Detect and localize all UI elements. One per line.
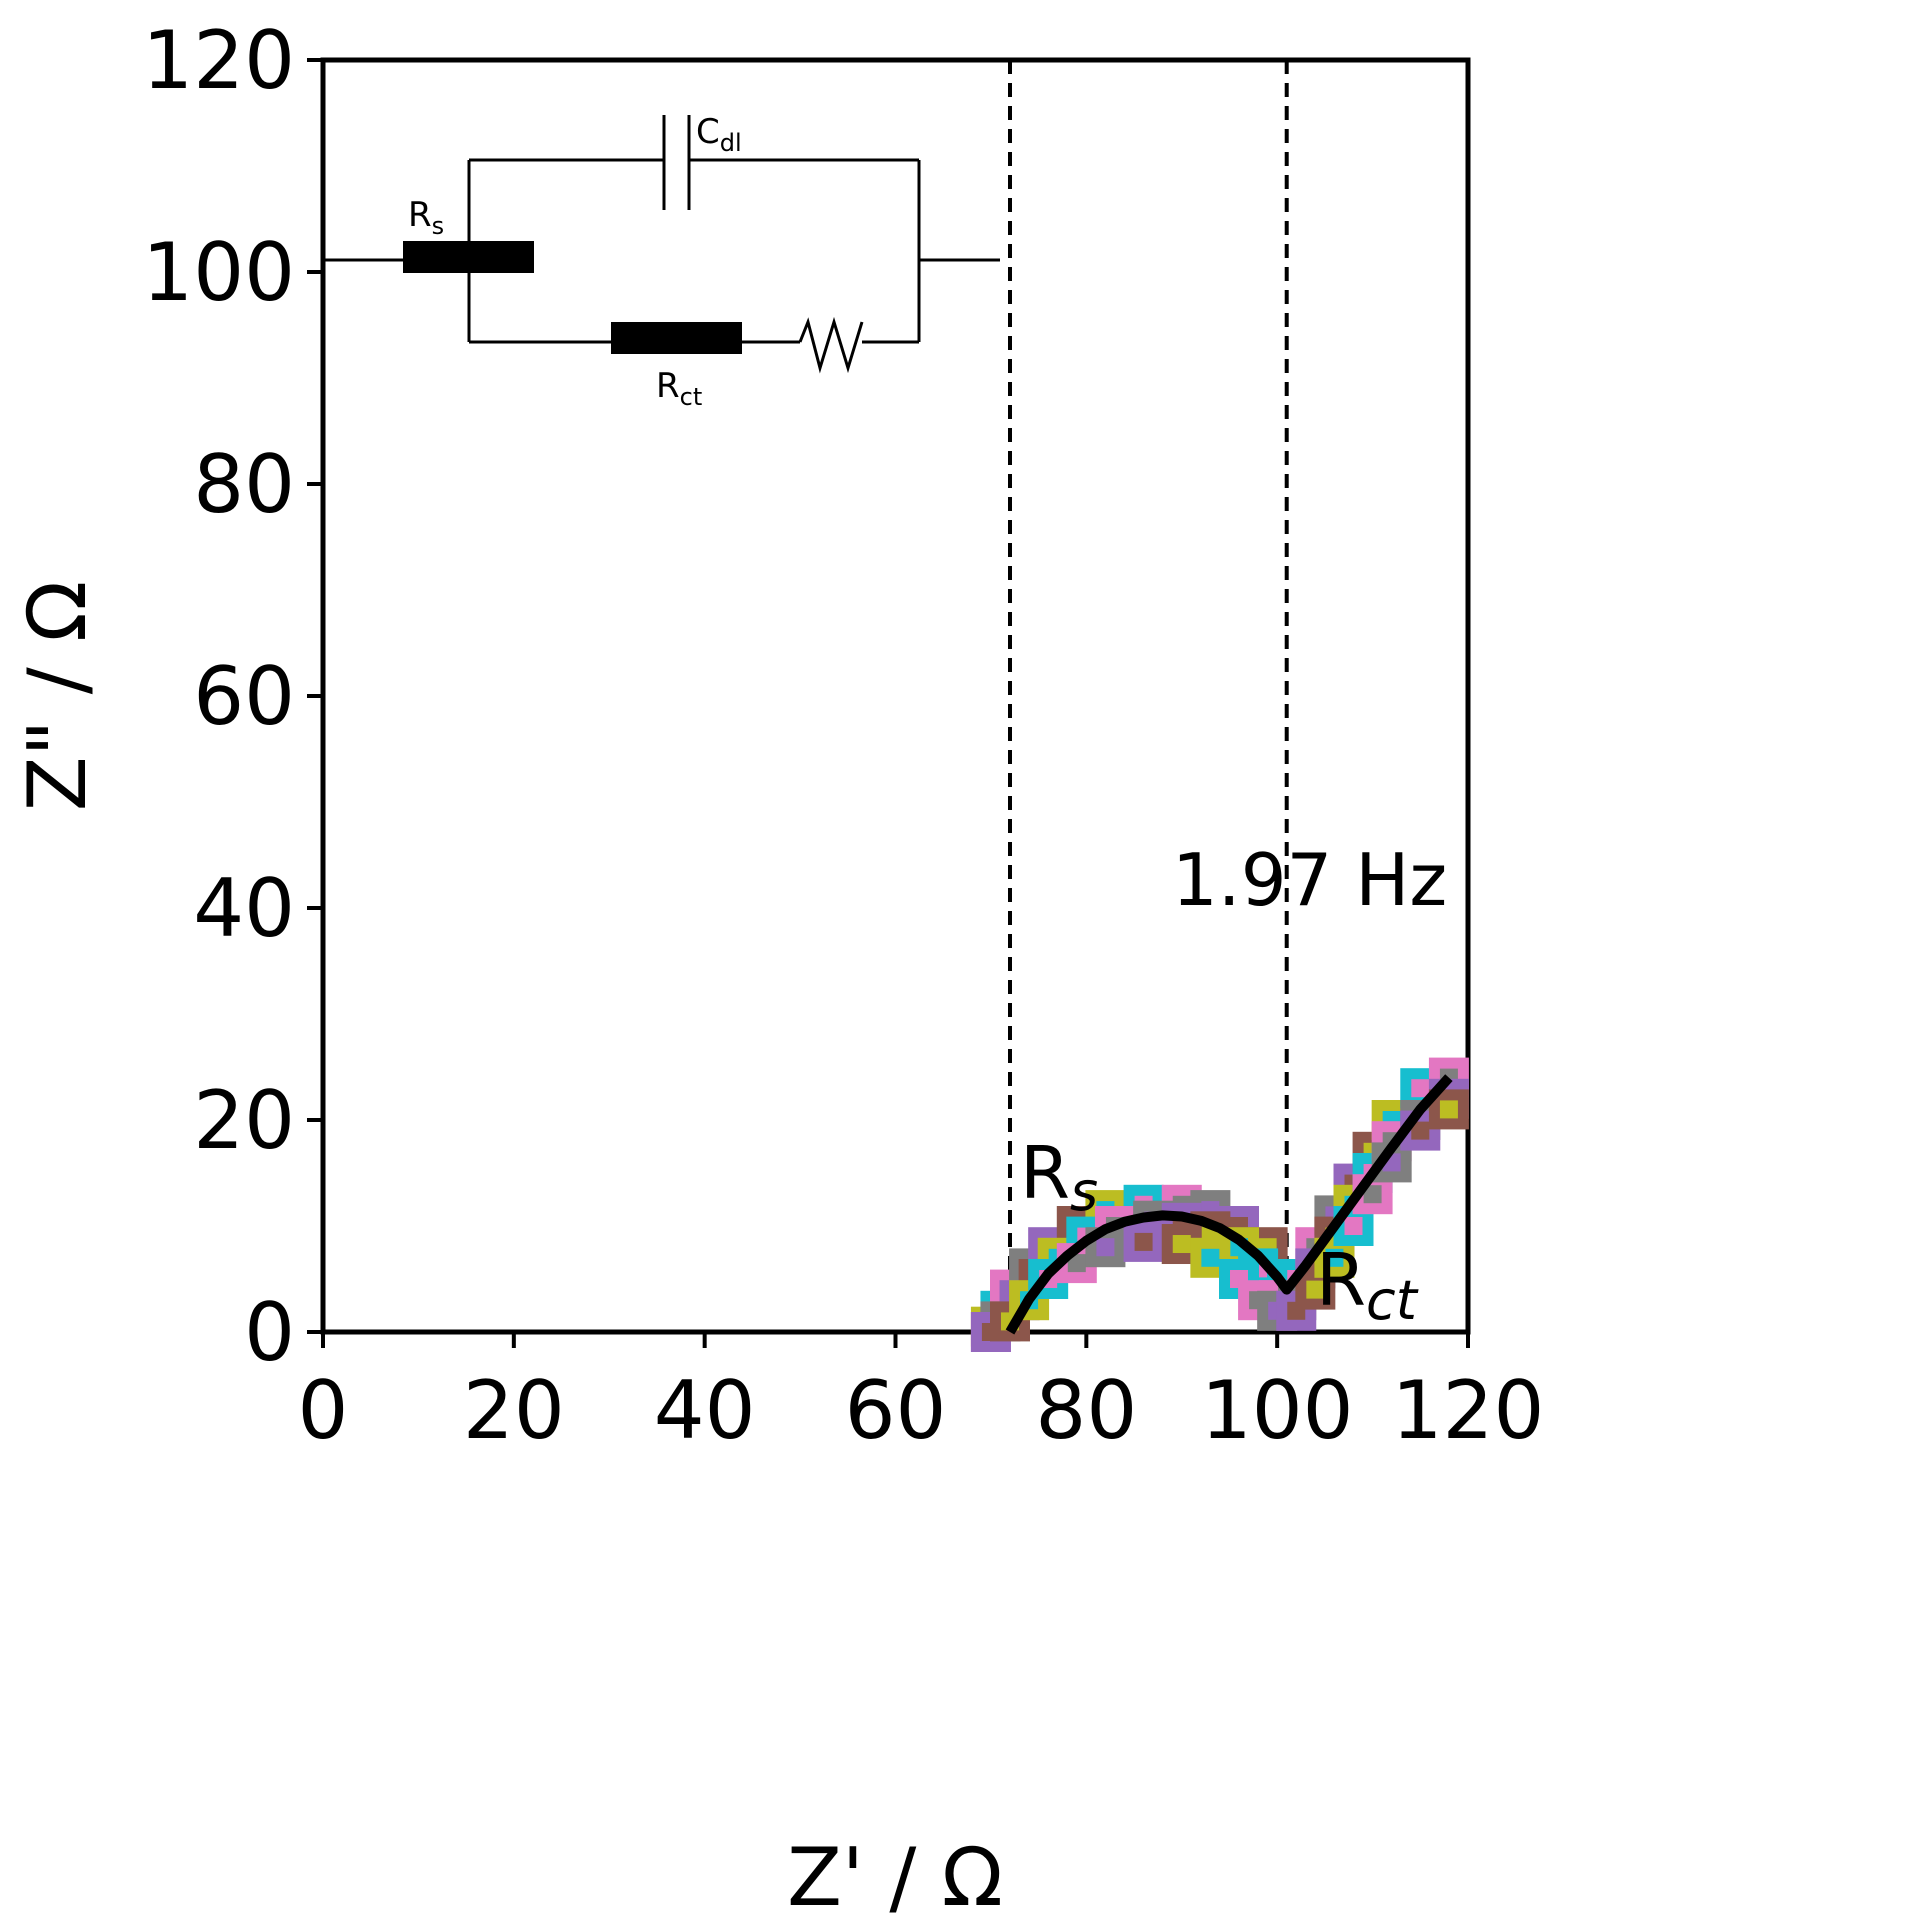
rct-annotation-main: R [1316,1238,1366,1322]
warburg-element [798,316,864,374]
inset-rct-label: Rct [656,366,702,411]
data-point [1363,1185,1382,1204]
rs-annotation: Rs [1020,1131,1098,1223]
x-axis-label: Z' / Ω [787,1831,1003,1924]
data-point [1134,1232,1153,1251]
data-point [1411,1079,1430,1098]
inset-cdl-label: Cdl [696,112,742,157]
y-tick-label: 60 [193,650,295,743]
rs-annotation-sub: s [1070,1160,1098,1223]
x-tick-label: 120 [1392,1364,1545,1457]
inset-rct-main: R [656,366,680,406]
inset-rs-sub: s [432,212,445,240]
inset-rs-main: R [408,195,432,235]
x-tick-label: 40 [654,1364,756,1457]
y-axis-label: Z" / Ω [11,581,104,812]
data-point [1067,1254,1086,1273]
y-tick-label: 0 [244,1286,295,1379]
x-tick-label: 100 [1201,1364,1354,1457]
rct-resistor [611,322,742,354]
data-point [1306,1280,1325,1299]
y-tick-label: 80 [193,438,295,531]
rct-annotation: Rct [1316,1238,1419,1332]
data-point [1344,1217,1363,1235]
y-tick-label: 120 [142,14,295,107]
axis-ticks: 0 20 40 60 80 100 120 0 20 40 60 80 100 120 [142,14,1544,1457]
y-tick-label: 40 [193,862,295,955]
x-tick-label: 60 [845,1364,947,1457]
inset-rs-label: Rs [408,195,444,240]
x-tick-label: 0 [298,1364,349,1457]
inset-rct-sub: ct [680,383,703,411]
data-point [1325,1248,1344,1267]
equivalent-circuit-inset [323,115,1000,374]
y-tick-label: 100 [142,226,295,319]
data-point [1201,1248,1220,1267]
inset-cdl-sub: dl [720,129,742,157]
x-tick-label: 80 [1035,1364,1137,1457]
inset-cdl-main: C [696,112,720,152]
x-tick-label: 20 [463,1364,565,1457]
data-point [1411,1121,1430,1140]
y-tick-label: 20 [193,1074,295,1167]
rct-annotation-sub: ct [1366,1269,1419,1332]
frequency-label: 1.97 Hz [1172,838,1447,922]
rs-annotation-main: R [1020,1131,1070,1215]
marker-lines [1008,60,1289,1332]
data-point [1439,1100,1458,1119]
data-point [1096,1238,1115,1257]
data-point [1172,1235,1191,1254]
fit-line [1005,1074,1453,1335]
